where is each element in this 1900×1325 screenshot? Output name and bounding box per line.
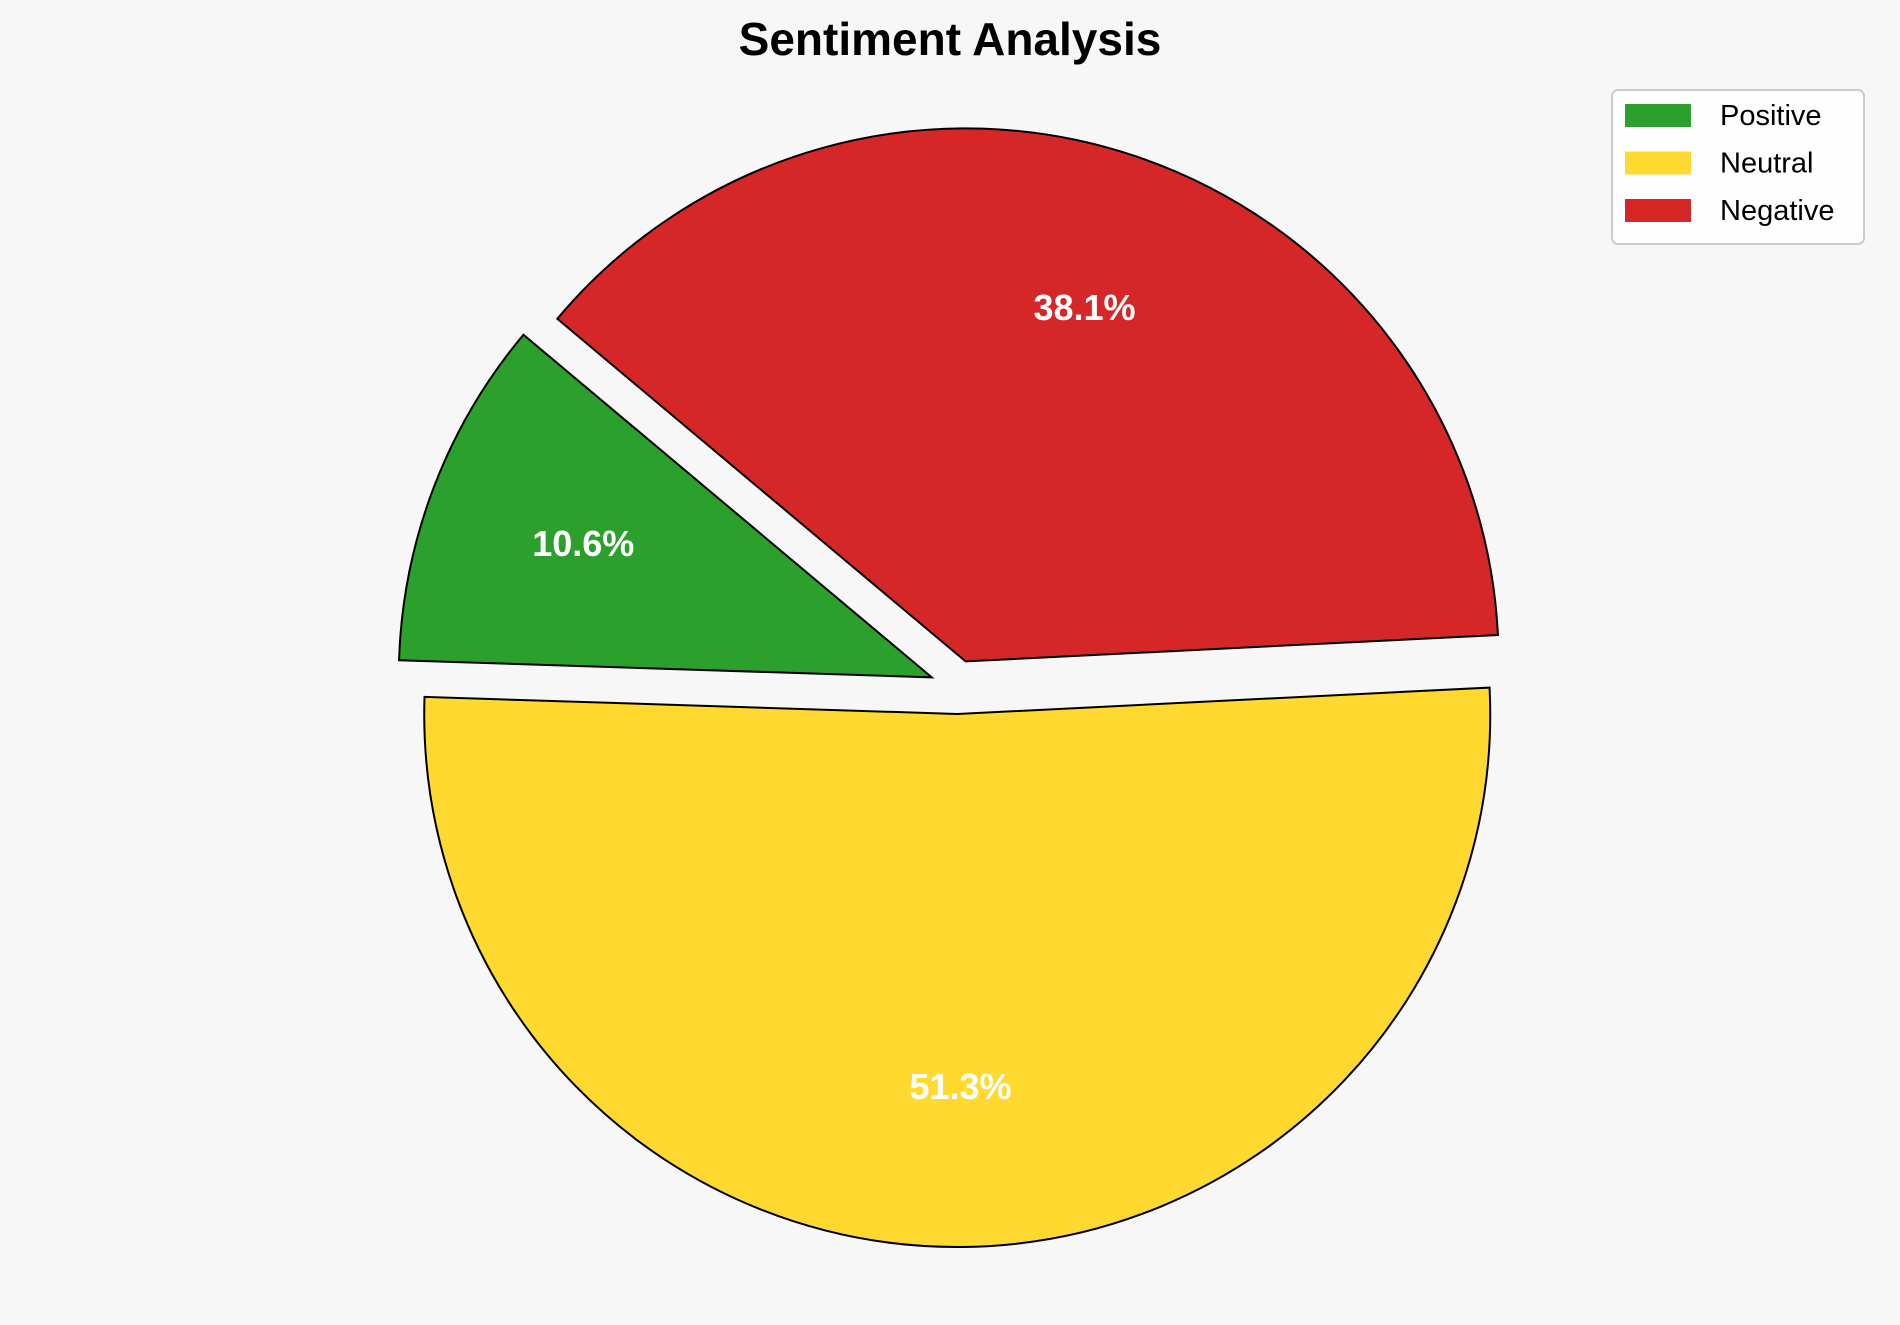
- pie-slice-positive: [398, 333, 935, 679]
- pie-slice-negative: [555, 127, 1499, 663]
- legend-label-neutral: Neutral: [1720, 148, 1814, 180]
- pct-label-positive: 10.6%: [532, 523, 634, 564]
- pct-label-neutral: 51.3%: [909, 1066, 1011, 1107]
- legend: Positive Neutral Negative: [1611, 89, 1865, 245]
- legend-swatch-positive: [1625, 104, 1691, 127]
- chart-title: Sentiment Analysis: [739, 13, 1162, 65]
- legend-swatch-neutral: [1625, 151, 1691, 175]
- pie-slice-neutral: [423, 686, 1492, 1248]
- legend-label-positive: Positive: [1720, 100, 1822, 132]
- legend-swatch-negative: [1625, 199, 1691, 222]
- pct-label-negative: 38.1%: [1033, 287, 1135, 328]
- legend-label-negative: Negative: [1720, 195, 1834, 227]
